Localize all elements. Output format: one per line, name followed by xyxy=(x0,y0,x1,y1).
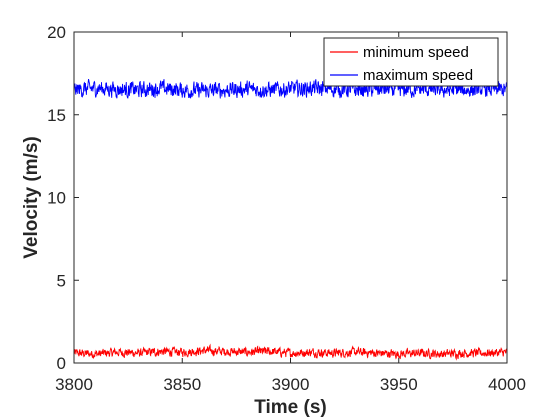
y-tick-label: 20 xyxy=(47,23,66,42)
legend-label-minimum-speed: minimum speed xyxy=(363,44,469,61)
legend-box xyxy=(323,37,499,87)
series-line-minimum-speed xyxy=(73,343,508,361)
x-tick-label: 4000 xyxy=(488,375,526,394)
x-tick-label: 3950 xyxy=(380,375,418,394)
y-tick-label: 10 xyxy=(47,189,66,208)
x-tick-label: 3900 xyxy=(272,375,310,394)
x-axis-ticks: 3800 3850 3900 3950 4000 xyxy=(55,32,526,394)
y-tick-label: 15 xyxy=(47,106,66,125)
x-axis-title: Time (s) xyxy=(254,397,327,418)
y-axis-title: Velocity (m/s) xyxy=(21,136,42,259)
legend: minimum speed maximum speed xyxy=(323,37,499,87)
legend-label-maximum-speed: maximum speed xyxy=(363,67,473,84)
x-tick-label: 3800 xyxy=(55,375,93,394)
y-axis-ticks: 0 5 10 15 20 xyxy=(47,23,507,373)
series-line-maximum-speed xyxy=(73,78,508,99)
series-layer xyxy=(73,78,508,361)
y-tick-label: 5 xyxy=(57,271,66,290)
x-tick-label: 3850 xyxy=(163,375,201,394)
y-tick-label: 0 xyxy=(57,354,66,373)
